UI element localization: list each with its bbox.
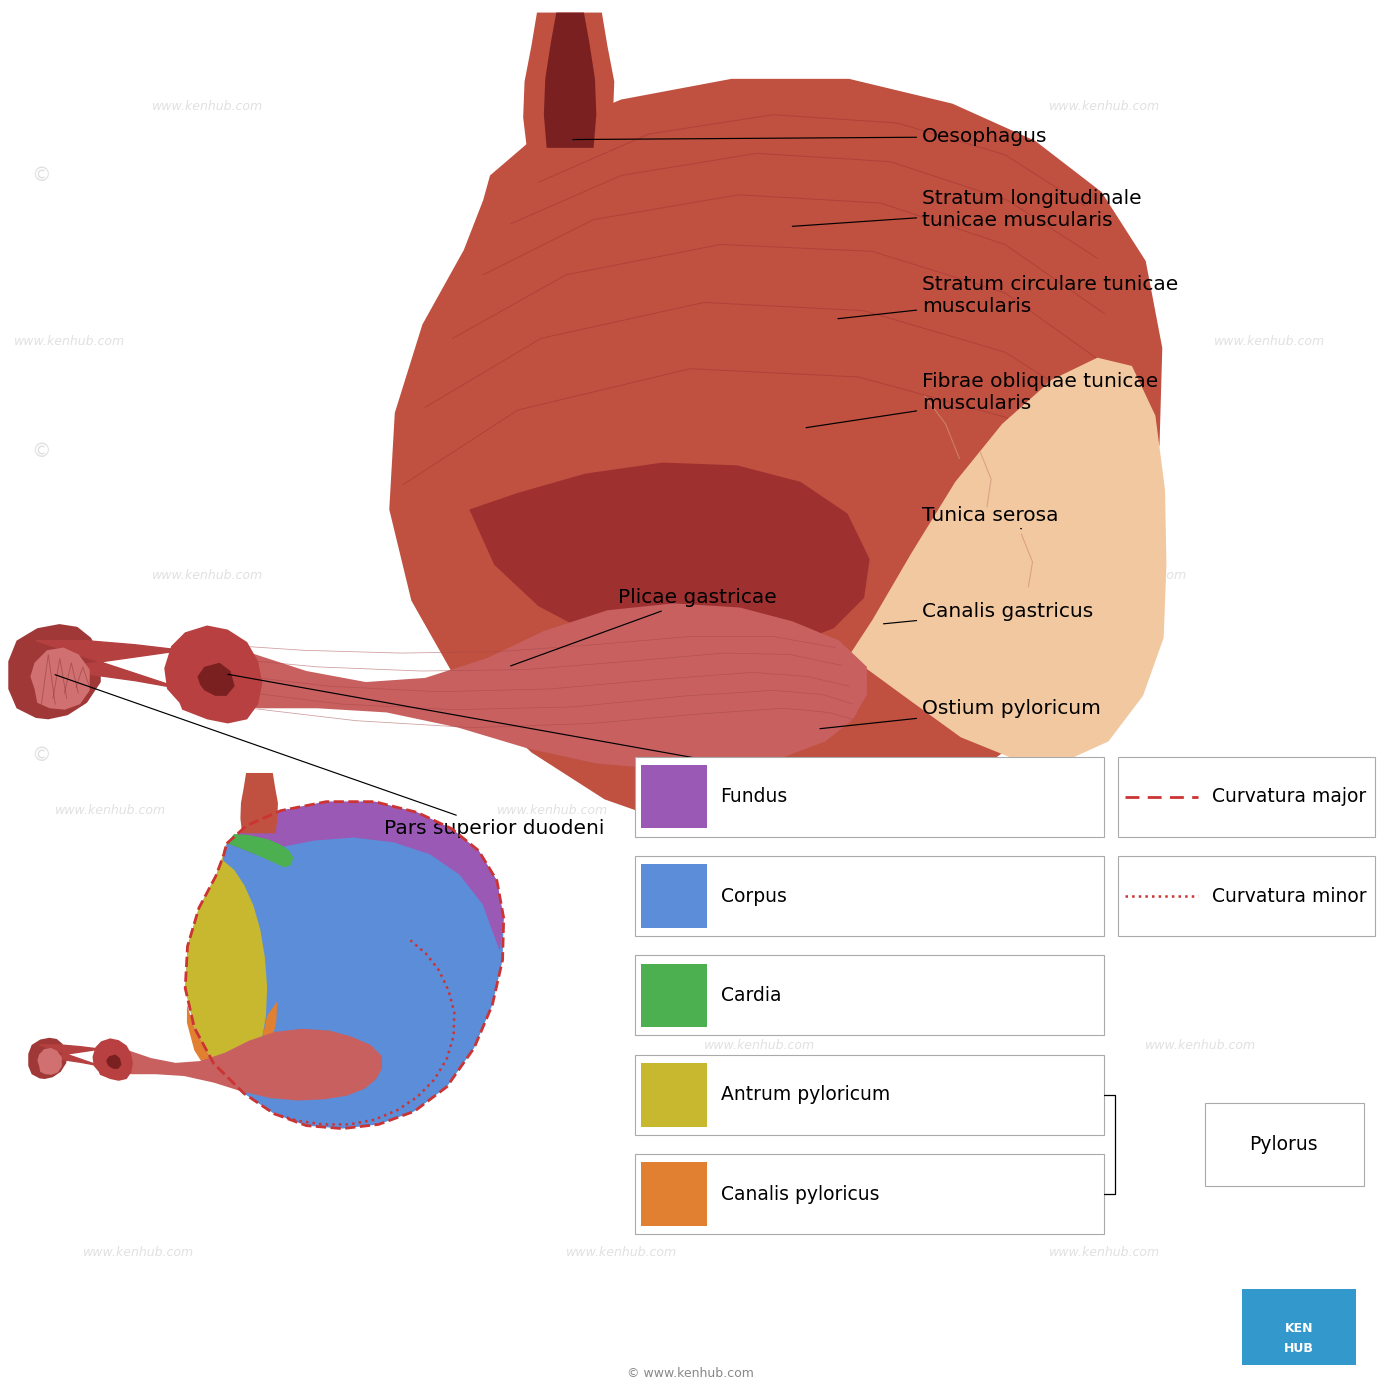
FancyBboxPatch shape: [1119, 756, 1375, 837]
Text: Plicae gastricae: Plicae gastricae: [511, 588, 777, 666]
FancyBboxPatch shape: [636, 1154, 1105, 1235]
Text: Stratum circulare tunicae
muscularis: Stratum circulare tunicae muscularis: [837, 274, 1179, 319]
Text: www.kenhub.com: www.kenhub.com: [608, 99, 718, 113]
Polygon shape: [164, 626, 262, 724]
FancyBboxPatch shape: [1119, 855, 1375, 937]
Text: www.kenhub.com: www.kenhub.com: [1214, 335, 1326, 347]
Bar: [641, 1063, 707, 1127]
Bar: [641, 963, 707, 1028]
Text: www.kenhub.com: www.kenhub.com: [566, 1246, 676, 1259]
Text: Curvatura minor: Curvatura minor: [1212, 886, 1366, 906]
FancyBboxPatch shape: [636, 855, 1105, 937]
Text: www.kenhub.com: www.kenhub.com: [634, 570, 746, 582]
Text: Canalis pyloricus: Canalis pyloricus: [721, 1184, 879, 1204]
Text: www.kenhub.com: www.kenhub.com: [83, 1246, 193, 1259]
Polygon shape: [848, 357, 1166, 762]
Text: www.kenhub.com: www.kenhub.com: [497, 804, 608, 818]
Text: Ostium pyloricum: Ostium pyloricum: [820, 699, 1100, 728]
Text: www.kenhub.com: www.kenhub.com: [704, 1039, 815, 1051]
Polygon shape: [185, 844, 267, 1077]
Text: www.kenhub.com: www.kenhub.com: [151, 570, 263, 582]
Polygon shape: [227, 834, 293, 868]
Polygon shape: [469, 462, 869, 651]
Text: ©: ©: [32, 442, 52, 461]
Text: www.kenhub.com: www.kenhub.com: [1077, 570, 1187, 582]
Text: www.kenhub.com: www.kenhub.com: [151, 99, 263, 113]
Text: Oesophagus: Oesophagus: [573, 127, 1047, 147]
Polygon shape: [389, 78, 1162, 834]
Text: Cardia: Cardia: [721, 986, 781, 1005]
Polygon shape: [185, 802, 504, 1128]
Polygon shape: [8, 624, 101, 720]
Text: Antrum pyloricum: Antrum pyloricum: [721, 1085, 890, 1105]
FancyBboxPatch shape: [1205, 1103, 1364, 1186]
Text: Curvatura major: Curvatura major: [1212, 787, 1366, 806]
Text: Tunica serosa: Tunica serosa: [923, 505, 1058, 529]
FancyBboxPatch shape: [636, 955, 1105, 1036]
Polygon shape: [227, 802, 504, 951]
FancyBboxPatch shape: [636, 1054, 1105, 1135]
Text: Sphincter pylori: Sphincter pylori: [228, 675, 883, 787]
Text: www.kenhub.com: www.kenhub.com: [1049, 99, 1159, 113]
Bar: [641, 1162, 707, 1226]
Polygon shape: [524, 13, 615, 153]
Polygon shape: [197, 662, 235, 696]
Text: Pylorus: Pylorus: [1249, 1135, 1317, 1154]
Text: Fundus: Fundus: [721, 787, 788, 806]
FancyBboxPatch shape: [636, 756, 1105, 837]
Text: www.kenhub.com: www.kenhub.com: [427, 335, 539, 347]
Text: ©: ©: [32, 1063, 52, 1082]
Text: www.kenhub.com: www.kenhub.com: [841, 335, 953, 347]
Text: HUB: HUB: [1284, 1343, 1313, 1355]
Bar: [641, 764, 707, 829]
Text: Corpus: Corpus: [721, 886, 787, 906]
Text: Stratum longitudinale
tunicae muscularis: Stratum longitudinale tunicae muscularis: [792, 189, 1142, 231]
Text: www.kenhub.com: www.kenhub.com: [938, 804, 1050, 818]
Text: www.kenhub.com: www.kenhub.com: [1145, 1039, 1257, 1051]
Polygon shape: [543, 13, 596, 148]
Polygon shape: [102, 1029, 382, 1100]
Polygon shape: [38, 1049, 62, 1075]
Polygon shape: [31, 648, 90, 710]
Text: Fibrae obliquae tunicae
muscularis: Fibrae obliquae tunicae muscularis: [806, 371, 1158, 427]
Text: Canalis gastricus: Canalis gastricus: [883, 602, 1093, 624]
Polygon shape: [188, 1001, 277, 1081]
Text: © www.kenhub.com: © www.kenhub.com: [627, 1368, 753, 1380]
Polygon shape: [36, 641, 182, 689]
Text: ©: ©: [32, 746, 52, 764]
Polygon shape: [28, 1037, 66, 1079]
Polygon shape: [241, 773, 279, 833]
Text: ©: ©: [32, 167, 52, 185]
Text: Pars superior duodeni: Pars superior duodeni: [55, 675, 605, 837]
Text: www.kenhub.com: www.kenhub.com: [55, 804, 167, 818]
Text: KEN: KEN: [1285, 1322, 1313, 1334]
Text: www.kenhub.com: www.kenhub.com: [1049, 1246, 1159, 1259]
Bar: [641, 864, 707, 928]
Text: www.kenhub.com: www.kenhub.com: [221, 1039, 332, 1051]
Polygon shape: [106, 1054, 122, 1068]
FancyBboxPatch shape: [1242, 1289, 1355, 1365]
Polygon shape: [92, 1039, 133, 1081]
Text: www.kenhub.com: www.kenhub.com: [14, 335, 125, 347]
Polygon shape: [39, 1044, 99, 1065]
Polygon shape: [188, 603, 867, 769]
